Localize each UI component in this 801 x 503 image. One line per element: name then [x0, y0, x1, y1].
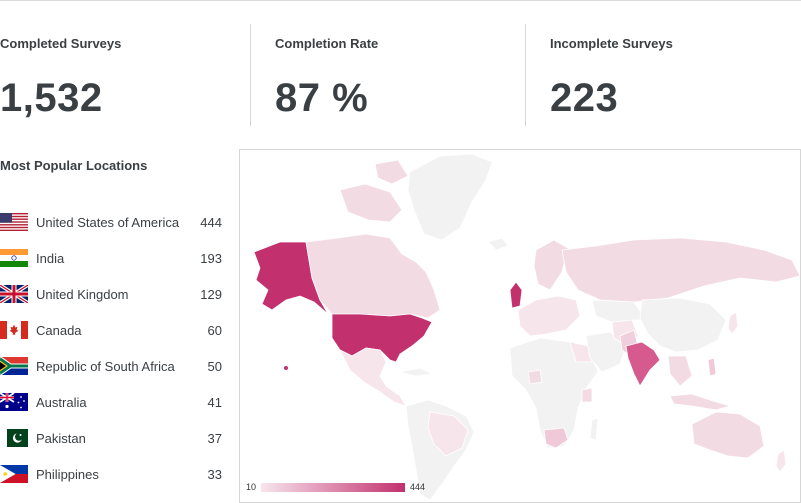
- list-item[interactable]: United Kingdom 129: [0, 276, 226, 312]
- map-legend: 10 444: [246, 480, 425, 494]
- region-southeast-asia: [667, 355, 693, 387]
- region-china: [639, 297, 727, 353]
- location-name: Republic of South Africa: [36, 358, 175, 374]
- region-canada-arctic: [374, 159, 409, 185]
- region-iceland: [487, 237, 509, 251]
- south-africa-flag-icon: [0, 357, 28, 375]
- uk-flag-icon: [0, 285, 28, 303]
- region-scandinavia: [533, 239, 569, 291]
- region-canada-arctic: [339, 183, 403, 223]
- region-madagascar: [589, 417, 599, 441]
- philippines-flag-icon: [0, 465, 28, 483]
- location-count: 33: [207, 466, 222, 482]
- location-count: 193: [200, 250, 222, 266]
- location-name: United States of America: [36, 214, 180, 230]
- location-name: Canada: [36, 322, 82, 338]
- stat-value: 223: [550, 76, 619, 120]
- stat-completion-rate: Completion Rate 87 %: [275, 24, 525, 126]
- region-central-asia: [591, 299, 647, 323]
- region-kenya: [581, 387, 593, 403]
- region-hawaii: [283, 365, 289, 371]
- stat-value: 87 %: [275, 76, 369, 120]
- location-count: 60: [207, 322, 222, 338]
- region-nigeria: [527, 369, 543, 385]
- location-count: 444: [200, 214, 222, 230]
- region-russia: [561, 237, 800, 303]
- location-name: Australia: [36, 394, 87, 410]
- region-indonesia: [669, 393, 732, 411]
- world-map-canvas[interactable]: [240, 150, 801, 503]
- legend-min: 10: [246, 482, 257, 492]
- list-item[interactable]: United States of America 444: [0, 204, 226, 240]
- world-map[interactable]: 10 444: [239, 149, 801, 503]
- pakistan-flag-icon: [0, 429, 28, 447]
- locations-list: United States of America 444 India 193 U…: [0, 204, 226, 492]
- stat-label: Completed Surveys: [0, 36, 122, 51]
- region-india: [625, 341, 661, 387]
- region-new-zealand: [775, 449, 787, 473]
- location-name: India: [36, 250, 65, 266]
- list-item[interactable]: Republic of South Africa 50: [0, 348, 226, 384]
- list-item[interactable]: Canada 60: [0, 312, 226, 348]
- top-border: [0, 0, 801, 1]
- us-flag-icon: [0, 213, 28, 231]
- locations-title: Most Popular Locations: [0, 158, 148, 173]
- location-name: Philippines: [36, 466, 99, 482]
- region-australia: [691, 411, 765, 459]
- stat-value: 1,532: [0, 76, 103, 120]
- list-item[interactable]: India 193: [0, 240, 226, 276]
- list-item[interactable]: Pakistan 37: [0, 420, 226, 456]
- stat-incomplete-surveys: Incomplete Surveys 223: [550, 24, 800, 126]
- location-name: United Kingdom: [36, 286, 129, 302]
- list-item[interactable]: Australia 41: [0, 384, 226, 420]
- region-japan: [727, 311, 739, 335]
- stat-divider: [250, 24, 251, 126]
- location-count: 41: [207, 394, 222, 410]
- region-europe: [517, 295, 581, 337]
- legend-gradient-bar: [261, 482, 406, 492]
- canada-flag-icon: [0, 321, 28, 339]
- region-greenland: [407, 153, 493, 241]
- region-caribbean: [399, 367, 434, 377]
- location-count: 129: [200, 286, 222, 302]
- stat-completed-surveys: Completed Surveys 1,532: [0, 24, 250, 126]
- region-canada: [305, 233, 441, 319]
- india-flag-icon: [0, 249, 28, 267]
- location-count: 37: [207, 430, 222, 446]
- region-brazil: [427, 411, 469, 457]
- stat-label: Incomplete Surveys: [550, 36, 673, 51]
- region-uk: [509, 281, 523, 309]
- stat-divider: [525, 24, 526, 126]
- location-name: Pakistan: [36, 430, 86, 446]
- legend-max: 444: [410, 482, 426, 492]
- location-count: 50: [207, 358, 222, 374]
- region-south-africa: [543, 427, 569, 449]
- region-middle-east: [585, 331, 627, 373]
- region-mexico: [339, 347, 407, 407]
- region-egypt: [569, 341, 593, 363]
- australia-flag-icon: [0, 393, 28, 411]
- stat-label: Completion Rate: [275, 36, 379, 51]
- region-philippines: [707, 357, 717, 377]
- list-item[interactable]: Philippines 33: [0, 456, 226, 492]
